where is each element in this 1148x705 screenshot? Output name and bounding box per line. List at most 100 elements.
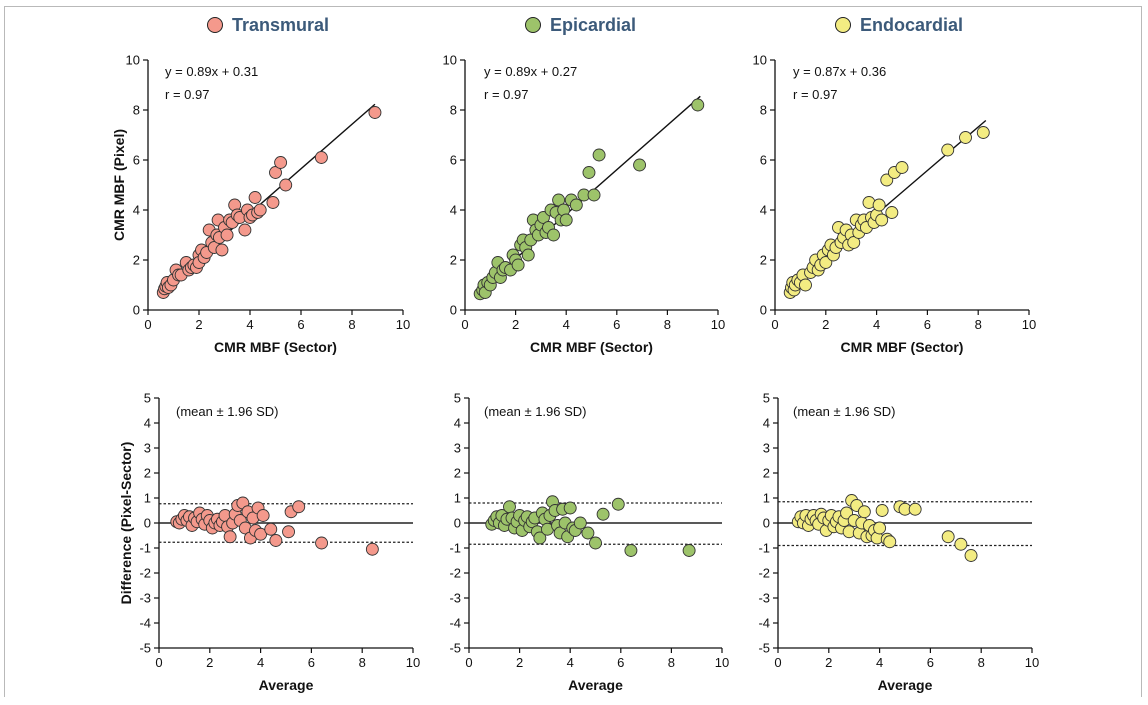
panel1-y-tick-label: 0 xyxy=(133,303,140,318)
panel1-data-point xyxy=(248,191,262,204)
panel4-data-point xyxy=(269,534,283,547)
panel4-y-tick-label: -2 xyxy=(139,566,151,581)
panel4-y-tick-label: -3 xyxy=(139,591,151,606)
panel4-data-point xyxy=(256,509,270,522)
panel3-annotation: r = 0.97 xyxy=(793,87,837,102)
panel1-data-point xyxy=(215,243,229,257)
panel5-x-tick-label: 6 xyxy=(617,655,624,670)
panel5-x-tick-label: 2 xyxy=(516,655,523,670)
panel3-y-tick-label: 6 xyxy=(760,153,767,168)
panel3-title: Endocardial xyxy=(860,15,963,35)
panel2-data-point xyxy=(521,248,535,262)
panel5-data-point xyxy=(573,516,587,530)
panel3-y-tick-label: 2 xyxy=(760,253,767,268)
panel4-data-point xyxy=(264,522,278,536)
panel4-y-tick-label: 2 xyxy=(144,466,151,481)
panel1-title-marker xyxy=(207,17,223,33)
panel2-x-tick-label: 4 xyxy=(563,317,570,332)
panel3-y-tick-label: 8 xyxy=(760,103,767,118)
panel6-y-tick-label: -1 xyxy=(758,541,770,556)
panel5-y-tick-label: 1 xyxy=(454,491,461,506)
panel5-x-axis-label: Average xyxy=(568,677,623,693)
panel2-annotation: r = 0.97 xyxy=(484,87,528,102)
panel2-data-point xyxy=(552,193,566,207)
panel6-x-tick-label: 2 xyxy=(825,655,832,670)
panel2-data-point xyxy=(691,98,705,112)
panel1-data-point xyxy=(266,196,280,209)
panel4-y-tick-label: 4 xyxy=(144,416,151,431)
panel4-x-tick-label: 10 xyxy=(406,655,420,670)
panel6-data-point xyxy=(857,505,871,519)
panel6-y-tick-label: -4 xyxy=(758,616,770,631)
panel4-y-axis-label: Difference (Pixel-Sector) xyxy=(118,442,134,605)
panel3-data-point xyxy=(976,126,990,139)
panel1-y-tick-label: 6 xyxy=(133,153,140,168)
panel1-x-tick-label: 10 xyxy=(396,317,410,332)
panel6-data-point xyxy=(883,535,897,549)
panel3-x-tick-label: 10 xyxy=(1022,317,1036,332)
panel3-x-axis-label: CMR MBF (Sector) xyxy=(841,339,964,355)
panel4-x-axis-label: Average xyxy=(259,677,314,693)
panel6-x-tick-label: 0 xyxy=(774,655,781,670)
panel2-x-axis-label: CMR MBF (Sector) xyxy=(530,339,653,355)
panel3-x-tick-label: 6 xyxy=(924,317,931,332)
panel4-y-tick-label: 1 xyxy=(144,491,151,506)
panel5-y-tick-label: 3 xyxy=(454,441,461,456)
panel6-x-tick-label: 10 xyxy=(1025,655,1039,670)
panel2-data-point xyxy=(633,158,647,172)
panel1-data-point xyxy=(368,106,382,119)
panel2-data-point xyxy=(511,258,525,272)
panel1-x-tick-label: 2 xyxy=(195,317,202,332)
panel2-title: Epicardial xyxy=(550,15,636,35)
panel4-y-tick-label: -5 xyxy=(139,641,151,656)
panel5-y-tick-label: 5 xyxy=(454,391,461,406)
panel1-y-axis-label: CMR MBF (Pixel) xyxy=(111,129,127,241)
panel5-data-point xyxy=(503,500,516,514)
panel2-x-tick-label: 8 xyxy=(664,317,671,332)
panel5-data-point xyxy=(682,544,696,557)
panel3-y-tick-label: 10 xyxy=(753,53,767,68)
panel2-x-tick-label: 6 xyxy=(613,317,620,332)
panel4-y-tick-label: -1 xyxy=(139,541,151,556)
panel2-data-point xyxy=(559,213,573,227)
panel2-y-tick-label: 10 xyxy=(443,53,457,68)
panel1-x-tick-label: 0 xyxy=(144,317,151,332)
panel6-x-tick-label: 4 xyxy=(876,655,883,670)
panel1-x-tick-label: 6 xyxy=(297,317,304,332)
panel6-data-point xyxy=(873,521,887,535)
panel2-title-marker xyxy=(525,17,541,33)
panel2-data-point xyxy=(582,166,596,179)
panel3-x-tick-label: 8 xyxy=(975,317,982,332)
panel4-data-point xyxy=(254,527,268,541)
panel4-data-point xyxy=(365,542,379,556)
panel3-data-point xyxy=(895,161,909,174)
panel4-y-tick-label: -4 xyxy=(139,616,151,631)
panel3-y-tick-label: 0 xyxy=(760,303,767,318)
panel5-data-point xyxy=(563,501,577,515)
panel6-x-tick-label: 6 xyxy=(927,655,934,670)
panel3-annotation: y = 0.87x + 0.36 xyxy=(793,64,886,79)
panel6-data-point xyxy=(941,530,955,544)
panel2-x-tick-label: 0 xyxy=(461,317,468,332)
panel1-annotation: y = 0.89x + 0.31 xyxy=(165,64,258,79)
panel3-y-tick-label: 4 xyxy=(760,203,767,218)
panel4-y-tick-label: 0 xyxy=(144,516,151,531)
panel5-y-tick-label: 2 xyxy=(454,466,461,481)
panel1-y-tick-label: 2 xyxy=(133,253,140,268)
panel2-y-tick-label: 2 xyxy=(450,253,457,268)
panel6-data-point xyxy=(875,504,889,517)
panel2-x-tick-label: 2 xyxy=(512,317,519,332)
panel5-data-point xyxy=(596,507,610,521)
panel6-y-tick-label: 2 xyxy=(763,466,770,481)
panel4-y-tick-label: 3 xyxy=(144,441,151,456)
panel2-annotation: y = 0.89x + 0.27 xyxy=(484,64,577,79)
panel3-x-tick-label: 0 xyxy=(771,317,778,332)
panel4-data-point xyxy=(223,530,237,544)
panel6-y-tick-label: 3 xyxy=(763,441,770,456)
panel4-data-point xyxy=(282,525,295,539)
panel5-y-tick-label: 4 xyxy=(454,416,461,431)
figure-frame xyxy=(4,6,1142,697)
panel3-x-tick-label: 2 xyxy=(822,317,829,332)
panel2-x-tick-label: 10 xyxy=(711,317,725,332)
